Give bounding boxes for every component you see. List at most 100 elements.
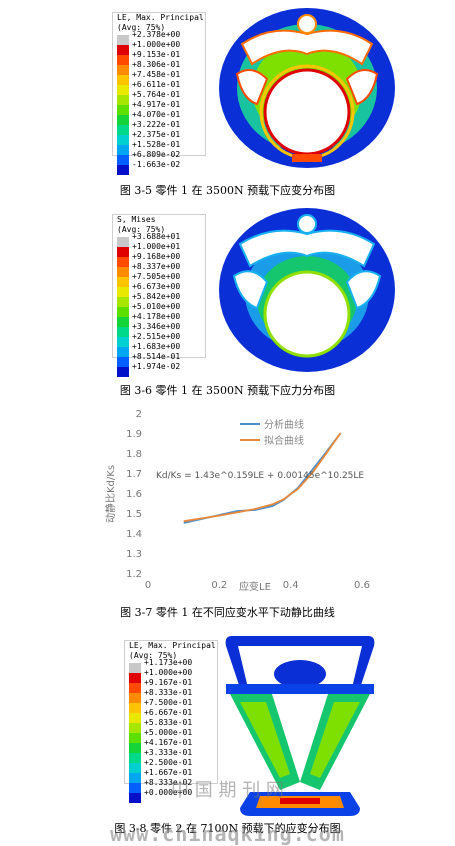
- legend-value: +2.500e-01: [144, 758, 193, 767]
- legend-value: +1.000e+00: [144, 668, 193, 677]
- legend-swatch: [117, 145, 129, 155]
- legend-row: +8.514e-01: [113, 352, 205, 367]
- legend-row: +9.168e+00: [113, 252, 205, 267]
- legend-swatch: [117, 125, 129, 135]
- legend-value: +8.333e-02: [144, 778, 193, 787]
- x-axis-label: 应变LE: [239, 580, 271, 593]
- legend-subtitle: (Avg: 75%): [129, 651, 178, 660]
- fea-contour-plot-3: [225, 636, 375, 816]
- legend-row: +4.178e+00: [113, 312, 205, 327]
- legend-row: +6.809e-02: [113, 150, 205, 165]
- caption-fig-3-7: 图 3-7 零件 1 在不同应变水平下动静比曲线: [120, 606, 335, 619]
- y-tick-label: 1.8: [126, 449, 142, 460]
- caption-fig-3-5: 图 3-5 零件 1 在 3500N 预载下应变分布图: [119, 184, 336, 197]
- legend-row: +3.333e-01: [125, 748, 217, 763]
- legend-swatch: [129, 693, 141, 703]
- legend-row: +7.458e-01: [113, 70, 205, 85]
- legend-swatch: [129, 773, 141, 783]
- legend-row: +5.000e-01: [125, 728, 217, 743]
- legend-row: +2.378e+00: [113, 30, 205, 45]
- legend-swatch: [129, 703, 141, 713]
- legend-row: +1.173e+00: [125, 658, 217, 673]
- legend-value: +5.833e-01: [144, 718, 193, 727]
- legend-swatch: [117, 347, 129, 357]
- legend-value: +1.173e+00: [144, 658, 193, 667]
- legend-value: +4.178e+00: [132, 312, 181, 321]
- legend-swatch: [117, 277, 129, 287]
- fit-equation-annotation: Kd/Ks = 1.43e^0.159LE + 0.00145e^10.25LE: [156, 471, 364, 481]
- cutout-right: [345, 69, 379, 106]
- legend-swatch: [117, 297, 129, 307]
- legend-row: +4.917e-01: [113, 100, 205, 115]
- legend-title: LE, Max. Principal: [117, 13, 204, 22]
- legend-value: +1.000e+01: [132, 242, 181, 251]
- legend-row: +9.167e-01: [125, 678, 217, 693]
- chart-series: [183, 432, 342, 524]
- legend-value: +4.917e-01: [132, 100, 181, 109]
- legend-swatch: [117, 257, 129, 267]
- legend-value: +5.010e+00: [132, 302, 181, 311]
- legend-value: +2.378e+00: [132, 30, 181, 39]
- legend-row: +5.764e-01: [113, 90, 205, 105]
- legend-swatch: [117, 45, 129, 55]
- x-tick-label: 0.6: [354, 580, 370, 591]
- legend-strain-2: LE, Max. Principal (Avg: 75%) +1.173e+00…: [124, 640, 218, 803]
- legend-swatch: [129, 753, 141, 763]
- legend-title: S, Mises: [117, 215, 156, 224]
- legend-swatch: [117, 55, 129, 65]
- legend-rows: +3.688e+01 +1.000e+01 +9.168e+00 +8.337e+00…: [113, 232, 205, 377]
- legend-row: +6.611e-01: [113, 80, 205, 95]
- legend-value: +6.809e-02: [132, 150, 181, 159]
- legend-swatch: [117, 135, 129, 145]
- cutout-left: [232, 270, 269, 310]
- legend-row: +1.667e-01: [125, 768, 217, 783]
- legend-swatch: [129, 743, 141, 753]
- x-tick-label: 0.4: [283, 580, 299, 591]
- legend-value: +9.168e+00: [132, 252, 181, 261]
- hole-top: [297, 214, 317, 234]
- legend-value: +5.764e-01: [132, 90, 181, 99]
- legend-row: +2.515e+00: [113, 332, 205, 347]
- legend-value: +8.337e+00: [132, 262, 181, 271]
- legend-rows: +1.173e+00 +1.000e+00 +9.167e-01 +8.333e-01…: [125, 658, 217, 803]
- legend-row: +3.688e+01: [113, 232, 205, 247]
- legend-swatch: [117, 317, 129, 327]
- legend-swatch: [117, 75, 129, 85]
- legend-swatch: [117, 267, 129, 277]
- legend-row: +0.000e+00: [125, 788, 217, 803]
- legend-value: +1.974e-02: [132, 362, 181, 371]
- watermark-url: www.chinaqking.com: [110, 822, 345, 846]
- legend-subtitle: (Avg: 75%): [117, 225, 166, 234]
- legend-swatch: [117, 247, 129, 257]
- figure-3-5: LE, Max. Principal (Avg: 75%) +2.378e+00…: [0, 0, 455, 200]
- legend-value: -1.663e-02: [132, 160, 181, 169]
- legend-value: +5.000e-01: [144, 728, 193, 737]
- cutout-top: [238, 229, 376, 268]
- legend-swatch: [129, 663, 141, 673]
- legend-row: +5.833e-01: [125, 718, 217, 733]
- figure-3-8: LE, Max. Principal (Avg: 75%) +1.173e+00…: [0, 630, 455, 846]
- chart-axes: 1.2 1.3 1.4 1.5 1.6 1.7 1.8 1.9 2 0 0.2 0.4 0.6 应变LE 动…: [104, 409, 370, 593]
- legend-row: -1.663e-02: [113, 160, 205, 175]
- y-tick-label: 1.6: [126, 489, 142, 500]
- figure-3-7: 1.2 1.3 1.4 1.5 1.6 1.7 1.8 1.9 2 0 0.2 0.4 0.6 应变LE 动…: [0, 400, 455, 630]
- legend-row: +1.000e+00: [113, 40, 205, 55]
- legend-value: +4.070e-01: [132, 110, 181, 119]
- legend-swatch: [129, 763, 141, 773]
- legend-swatch: [129, 673, 141, 683]
- y-tick-label: 1.7: [126, 469, 142, 480]
- x-tick-label: 0.2: [211, 580, 227, 591]
- center-hole: [263, 270, 351, 358]
- legend-stress: S, Mises (Avg: 75%) +3.688e+01 +1.000e+01…: [112, 214, 206, 377]
- legend-value: +3.346e+00: [132, 322, 181, 331]
- legend-swatch: [117, 165, 129, 175]
- legend-swatch: [117, 337, 129, 347]
- y-tick-label: 1.9: [126, 429, 142, 440]
- legend-swatch: [129, 713, 141, 723]
- chart-legend: 分析曲线 拟合曲线: [240, 418, 304, 447]
- legend-value: +7.500e-01: [144, 698, 193, 707]
- legend-swatch: [117, 35, 129, 45]
- watermark-cn: 中 国 期 刊 网: [171, 780, 284, 801]
- legend-title: LE, Max. Principal: [129, 641, 216, 650]
- legend-value: +9.167e-01: [144, 678, 193, 687]
